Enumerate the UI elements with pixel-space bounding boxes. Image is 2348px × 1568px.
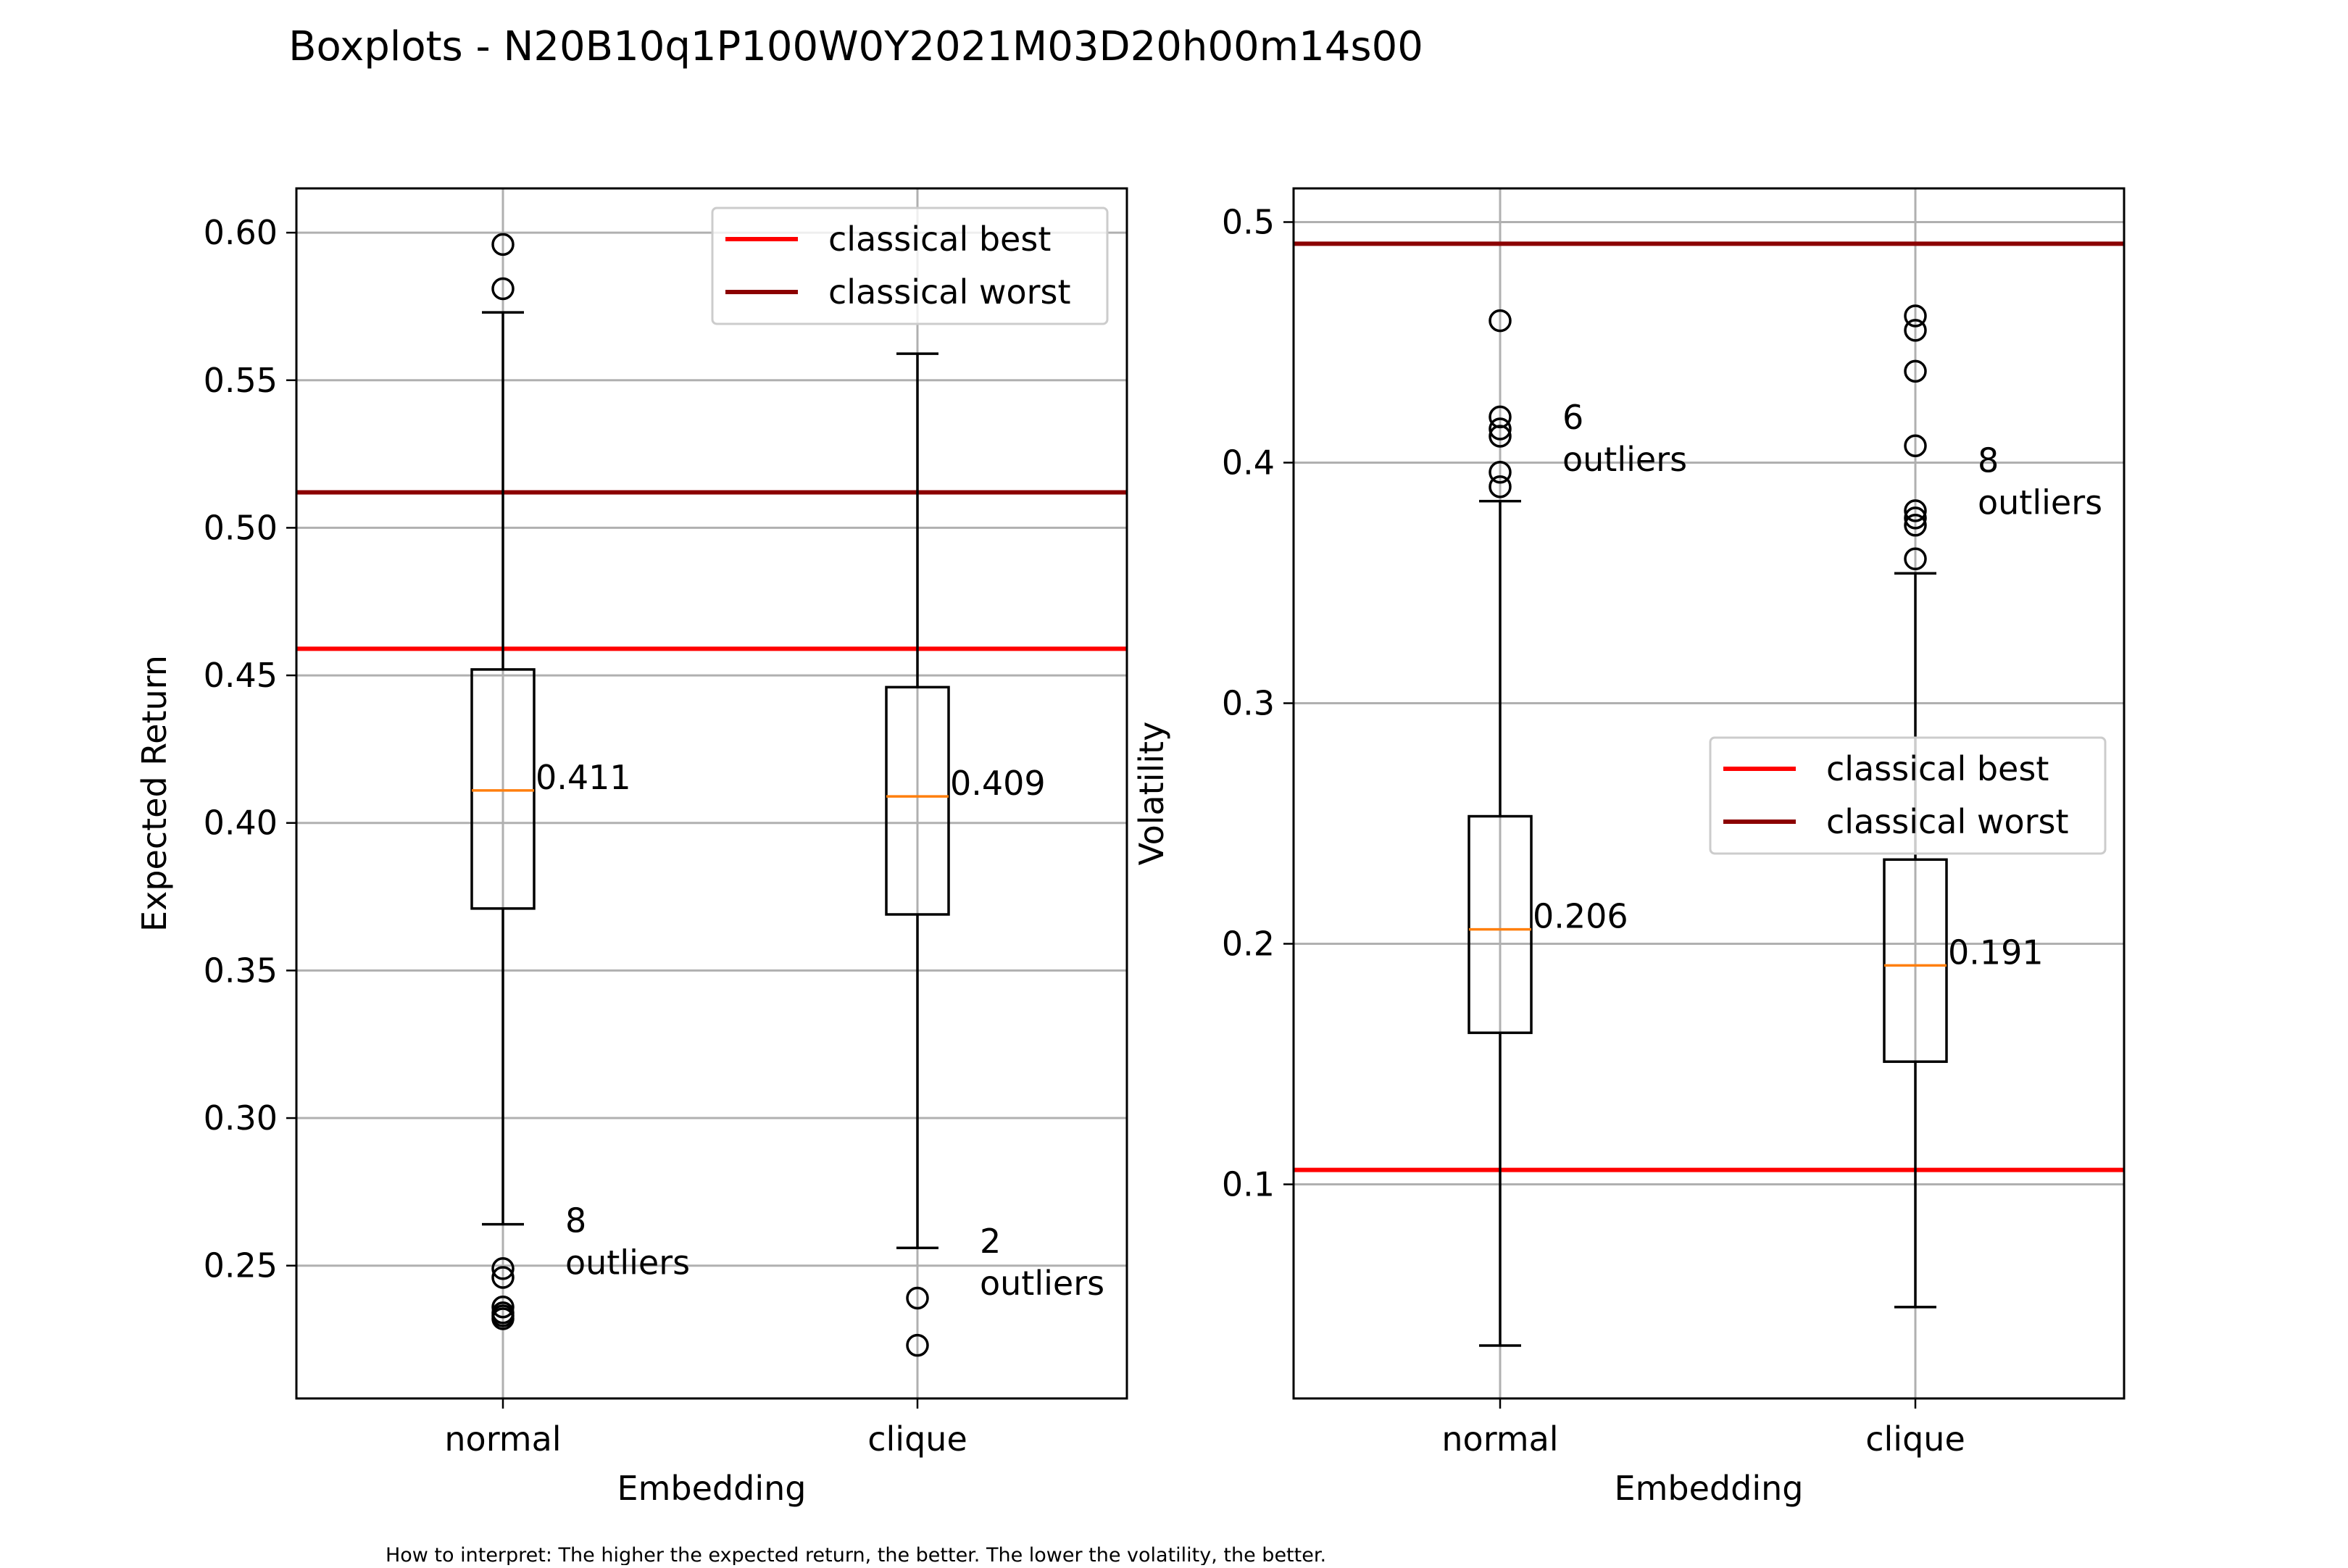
chart-panel-1: 0.25 0.30 0.35 0.40 0.45 0.50 0.55 0.60 normal cl… (135, 187, 1128, 1508)
chart-panel-2: 0.1 0.2 0.3 0.4 0.5 normal clique Embedding Vola… (1132, 187, 2126, 1508)
y-tick-label: 0.2 (1222, 925, 1275, 964)
outlier-point (1904, 434, 1927, 457)
x-tick-label: normal (1441, 1419, 1558, 1459)
figure-footnote: How to interpret: The higher the expecte… (386, 1544, 1326, 1565)
outlier-point (1489, 417, 1512, 441)
outlier-word-label: outliers (565, 1243, 690, 1282)
outlier-point (491, 233, 515, 257)
iqr-box (1883, 858, 1948, 1063)
outlier-count-label: 2 (980, 1222, 1001, 1261)
outlier-count-label: 8 (1978, 441, 1999, 480)
legend-frame (711, 207, 1109, 325)
outlier-point (1904, 547, 1927, 571)
outlier-point (1904, 514, 1927, 537)
legend: classical best classical worst (1709, 736, 2107, 855)
legend-label: classical worst (1826, 802, 2069, 841)
x-axis-label: Embedding (1615, 1469, 1804, 1508)
x-axis-label: Embedding (617, 1469, 807, 1508)
outlier-word-label: outliers (1562, 440, 1687, 479)
outlier-count-label: 6 (1562, 398, 1583, 437)
panels: 0.25 0.30 0.35 0.40 0.45 0.50 0.55 0.60 normal cl… (135, 187, 2126, 1508)
y-tick-label: 0.4 (1222, 443, 1275, 482)
legend: classical best classical worst (711, 207, 1109, 325)
y-tick-label: 0.30 (204, 1098, 278, 1138)
axes-frame (1292, 187, 2126, 1400)
outlier-point (1489, 475, 1512, 499)
median-value-label: 0.191 (1948, 933, 2044, 972)
outlier-point (1489, 309, 1512, 333)
outlier-point (491, 1266, 515, 1289)
median-value-label: 0.206 (1533, 897, 1628, 936)
outlier-point (491, 277, 515, 301)
y-tick-label: 0.3 (1222, 683, 1275, 722)
outlier-point (491, 1257, 515, 1280)
y-tick-label: 0.25 (204, 1246, 278, 1285)
x-tick-label: clique (1865, 1419, 1965, 1459)
y-tick-label: 0.55 (204, 361, 278, 400)
outlier-point (1904, 499, 1927, 522)
y-tick-label: 0.40 (204, 804, 278, 843)
y-axis-label: Expected Return (135, 655, 174, 932)
legend-frame (1709, 736, 2107, 855)
outlier-word-label: outliers (1978, 483, 2102, 522)
axes-frame (295, 187, 1128, 1400)
outlier-point (491, 1307, 515, 1330)
outlier-count-label: 8 (565, 1201, 586, 1240)
y-tick-label: 0.35 (204, 951, 278, 990)
outlier-point (491, 1295, 515, 1319)
y-tick-label: 0.5 (1222, 202, 1275, 241)
outlier-word-label: outliers (980, 1264, 1104, 1303)
x-tick-label: normal (444, 1419, 561, 1459)
iqr-box (1468, 814, 1533, 1035)
y-tick-label: 0.45 (204, 656, 278, 695)
y-tick-label: 0.1 (1222, 1165, 1275, 1204)
x-tick-label: clique (867, 1419, 967, 1459)
outlier-point (1904, 304, 1927, 328)
iqr-box (885, 685, 950, 916)
median-value-label: 0.409 (950, 764, 1046, 803)
outlier-point (906, 1333, 929, 1357)
outlier-point (1489, 461, 1512, 484)
y-tick-label: 0.60 (204, 213, 278, 252)
iqr-box (470, 668, 536, 910)
y-tick-label: 0.50 (204, 508, 278, 547)
outlier-point (1904, 506, 1927, 530)
outlier-point (1904, 319, 1927, 342)
legend-label: classical worst (828, 272, 1071, 312)
figure-title: Boxplots - N20B10q1P100W0Y2021M03D20h00m… (288, 23, 1423, 70)
legend-label: classical best (1826, 749, 2049, 788)
outlier-point (1904, 359, 1927, 383)
y-axis-label: Volatility (1132, 722, 1171, 866)
outlier-point (1489, 425, 1512, 448)
legend-label: classical best (828, 220, 1051, 259)
median-value-label: 0.411 (536, 758, 631, 797)
outlier-point (906, 1286, 929, 1310)
